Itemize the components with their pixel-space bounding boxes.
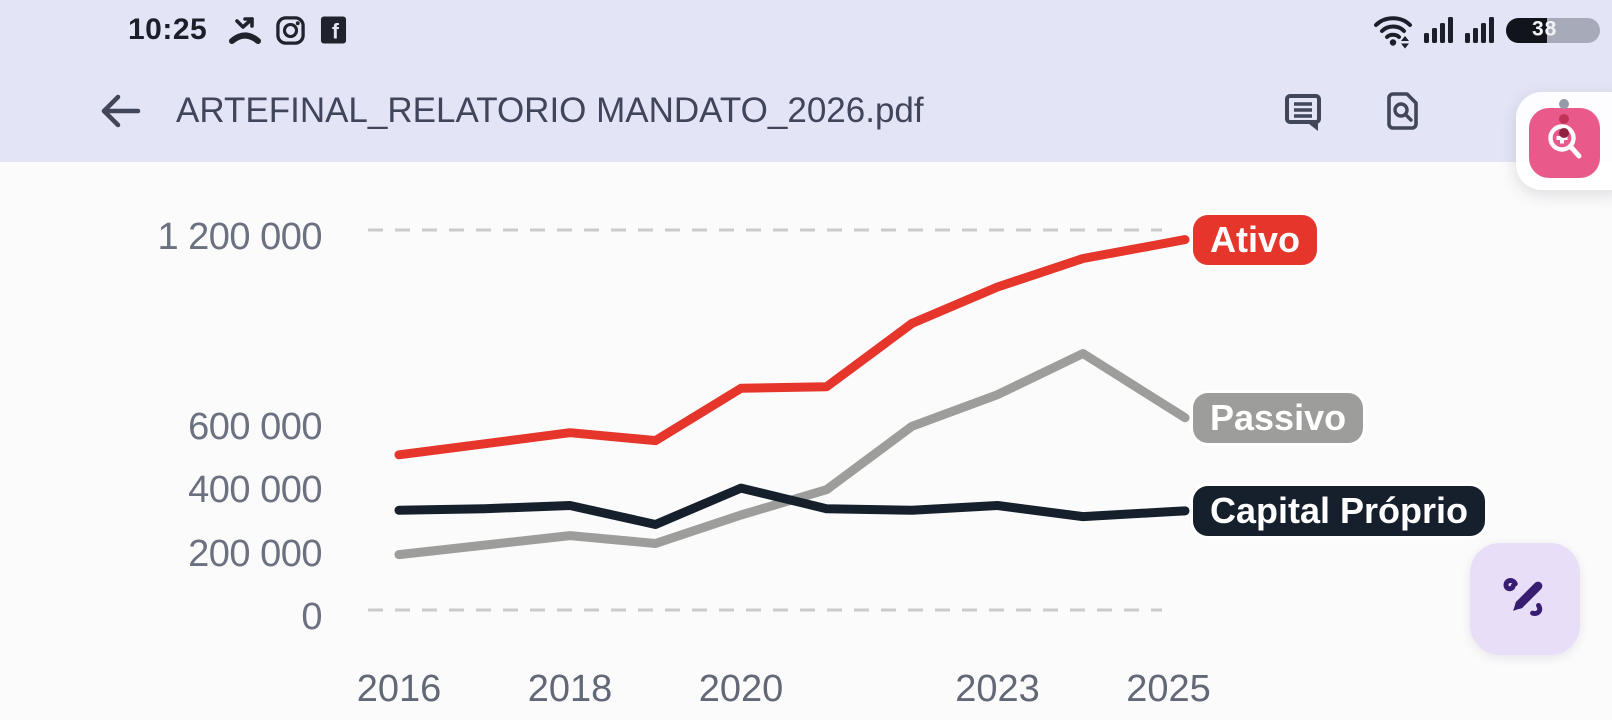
status-bar: 10:25 f: [0, 0, 1612, 60]
arrow-left-icon: [101, 94, 141, 128]
magnifier-handle-dot: [1559, 99, 1569, 109]
top-band: 10:25 f: [0, 0, 1612, 162]
comments-button[interactable]: [1282, 90, 1324, 132]
document-title: ARTEFINAL_RELATORIO MANDATO_2026.pdf: [176, 91, 924, 130]
comment-icon: [1285, 94, 1321, 131]
zoom-in-magnifier-icon: [1547, 124, 1581, 159]
magnifier-widget: [1516, 92, 1612, 190]
app-bar-actions: [1282, 60, 1422, 162]
app-bar: ARTEFINAL_RELATORIO MANDATO_2026.pdf: [0, 60, 1612, 162]
stylus-note-icon: [1503, 578, 1543, 616]
find-in-page-button[interactable]: [1384, 91, 1422, 131]
battery-percent: 38: [1532, 17, 1558, 41]
wifi-icon: [1374, 16, 1412, 49]
back-button[interactable]: [96, 87, 144, 135]
document-search-icon: [1387, 92, 1418, 130]
battery-indicator: 38: [1506, 17, 1600, 43]
missed-call-icon: [229, 17, 262, 44]
instagram-icon: [276, 15, 305, 45]
signal-sim1-icon: [1424, 17, 1453, 43]
battery-fill: [1506, 17, 1548, 43]
annotate-fab[interactable]: [1470, 543, 1580, 655]
pdf-page: [0, 162, 1612, 720]
magnifier-handle-dot: [1559, 114, 1569, 124]
clock: 10:25: [128, 13, 208, 46]
status-bar-right: 38: [1372, 11, 1600, 49]
svg-text:f: f: [332, 21, 340, 44]
facebook-icon: f: [321, 16, 347, 44]
status-bar-left: 10:25 f: [128, 13, 347, 47]
magnifier-handle-dot: [1559, 128, 1569, 138]
signal-sim2-icon: [1465, 17, 1494, 43]
